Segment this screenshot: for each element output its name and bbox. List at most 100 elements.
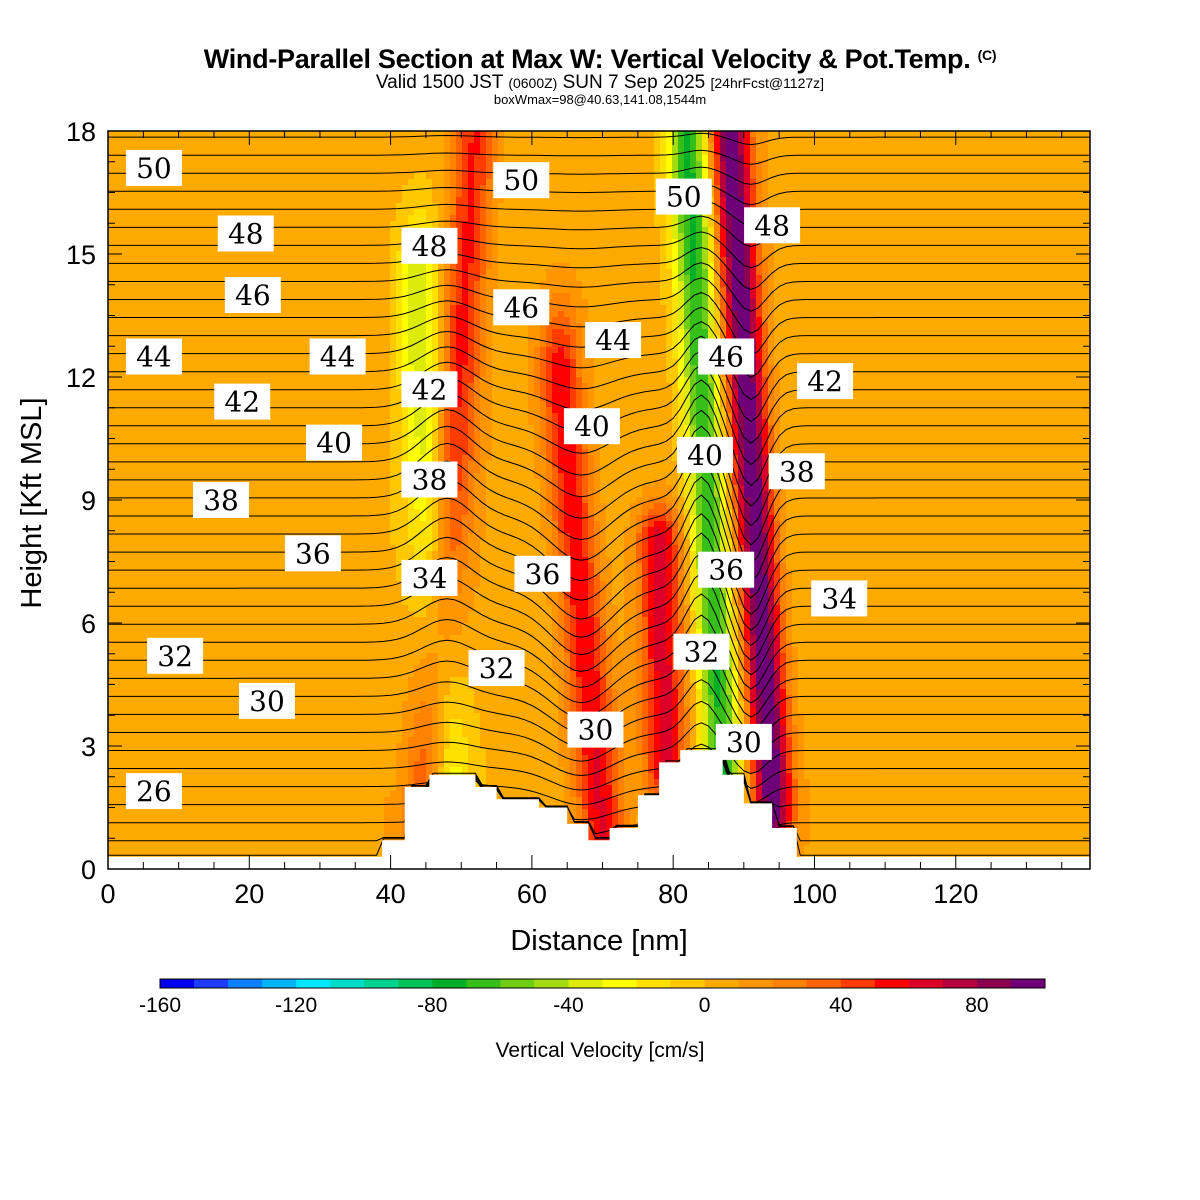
velocity-cell (312, 689, 319, 696)
velocity-cell (276, 443, 283, 450)
velocity-cell (210, 203, 217, 210)
velocity-cell (246, 251, 253, 258)
velocity-cell (222, 833, 229, 840)
velocity-cell (222, 791, 229, 798)
velocity-cell (204, 551, 211, 558)
velocity-cell (156, 485, 163, 492)
velocity-cell (138, 137, 145, 144)
velocity-cell (204, 845, 211, 852)
velocity-cell (186, 263, 193, 270)
velocity-cell (138, 515, 145, 522)
velocity-cell (294, 653, 301, 660)
velocity-cell (246, 791, 253, 798)
velocity-cell (252, 803, 259, 810)
velocity-cell (120, 311, 127, 318)
velocity-cell (336, 833, 343, 840)
velocity-cell (300, 743, 307, 750)
velocity-cell (282, 479, 289, 486)
velocity-cell (150, 761, 157, 768)
velocity-cell (288, 785, 295, 792)
velocity-cell (348, 485, 355, 492)
velocity-cell (312, 725, 319, 732)
velocity-cell (180, 821, 187, 828)
velocity-cell (144, 407, 151, 414)
velocity-cell (312, 143, 319, 150)
velocity-cell (114, 515, 121, 522)
velocity-cell (276, 347, 283, 354)
velocity-cell (330, 395, 337, 402)
velocity-cell (114, 521, 121, 528)
velocity-cell (228, 839, 235, 846)
velocity-cell (294, 527, 301, 534)
velocity-cell (204, 143, 211, 150)
velocity-cell (198, 269, 205, 276)
velocity-cell (192, 281, 199, 288)
velocity-cell (294, 455, 301, 462)
velocity-cell (348, 383, 355, 390)
velocity-cell (114, 437, 121, 444)
velocity-cell (168, 827, 175, 834)
velocity-cell (288, 371, 295, 378)
velocity-cell (210, 557, 217, 564)
velocity-cell (276, 575, 283, 582)
velocity-cell (204, 383, 211, 390)
velocity-cell (234, 353, 241, 360)
velocity-cell (126, 677, 133, 684)
velocity-cell (258, 455, 265, 462)
velocity-cell (132, 587, 139, 594)
velocity-cell (114, 233, 121, 240)
velocity-cell (144, 437, 151, 444)
velocity-cell (288, 647, 295, 654)
velocity-cell (294, 233, 301, 240)
velocity-cell (192, 371, 199, 378)
velocity-cell (198, 257, 205, 264)
velocity-cell (300, 719, 307, 726)
velocity-cell (270, 485, 277, 492)
velocity-cell (120, 845, 127, 852)
velocity-cell (156, 413, 163, 420)
velocity-cell (216, 293, 223, 300)
velocity-cell (132, 755, 139, 762)
velocity-cell (252, 491, 259, 498)
velocity-cell (180, 383, 187, 390)
velocity-cell (348, 491, 355, 498)
velocity-cell (132, 305, 139, 312)
velocity-cell (156, 689, 163, 696)
velocity-cell (174, 521, 181, 528)
velocity-cell (240, 611, 247, 618)
velocity-cell (252, 635, 259, 642)
velocity-cell (264, 503, 271, 510)
velocity-cell (192, 779, 199, 786)
velocity-cell (324, 407, 331, 414)
velocity-cell (222, 209, 229, 216)
velocity-cell (246, 353, 253, 360)
velocity-cell (258, 581, 265, 588)
velocity-cell (150, 203, 157, 210)
velocity-cell (312, 665, 319, 672)
velocity-cell (282, 785, 289, 792)
velocity-cell (276, 473, 283, 480)
velocity-cell (342, 671, 349, 678)
velocity-cell (120, 473, 127, 480)
velocity-cell (120, 389, 127, 396)
velocity-cell (276, 557, 283, 564)
velocity-cell (288, 203, 295, 210)
velocity-cell (168, 839, 175, 846)
velocity-cell (264, 587, 271, 594)
velocity-cell (210, 311, 217, 318)
velocity-cell (336, 149, 343, 156)
velocity-cell (336, 617, 343, 624)
velocity-cell (228, 317, 235, 324)
velocity-cell (240, 425, 247, 432)
velocity-cell (234, 545, 241, 552)
velocity-cell (108, 347, 115, 354)
velocity-cell (294, 701, 301, 708)
velocity-cell (204, 209, 211, 216)
velocity-cell (276, 755, 283, 762)
velocity-cell (300, 623, 307, 630)
velocity-cell (126, 563, 133, 570)
velocity-cell (312, 461, 319, 468)
velocity-cell (198, 167, 205, 174)
velocity-cell (132, 329, 139, 336)
velocity-cell (342, 239, 349, 246)
